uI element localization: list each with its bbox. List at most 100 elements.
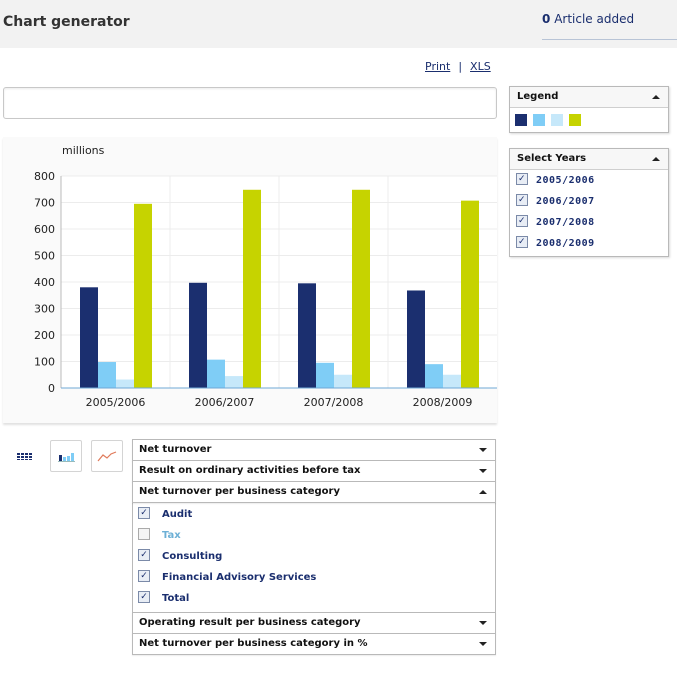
top-bar: Chart generator 0 Article added — [0, 0, 677, 48]
article-count: 0 — [542, 12, 551, 26]
print-link[interactable]: Print — [425, 60, 451, 73]
bar — [116, 379, 134, 388]
legend-swatches — [510, 108, 668, 130]
year-option[interactable]: ✓ 2006/2007 — [510, 191, 668, 212]
accordion-header-operating-result[interactable]: Operating result per business category — [132, 612, 496, 634]
y-axis-unit: millions — [62, 144, 105, 157]
category-option[interactable]: ✓ Audit — [133, 504, 495, 525]
bar — [207, 359, 225, 388]
category-option[interactable]: ✓ Total — [133, 588, 495, 609]
accordion-header-turnover-per-category[interactable]: Net turnover per business category — [132, 481, 496, 503]
accordion-header-result-ordinary[interactable]: Result on ordinary activities before tax — [132, 460, 496, 482]
article-text: Article added — [554, 12, 635, 26]
accordion-header-label: Result on ordinary activities before tax — [139, 465, 361, 476]
year-checkbox[interactable]: ✓ — [516, 215, 528, 227]
category-label: Consulting — [162, 551, 223, 562]
collapse-icon — [652, 157, 660, 161]
expand-icon — [479, 469, 487, 473]
bar — [298, 283, 316, 388]
year-option[interactable]: ✓ 2005/2006 — [510, 170, 668, 191]
category-option[interactable]: ✓ Consulting — [133, 546, 495, 567]
accordion-body: ✓ Audit ✓ Tax ✓ Consulting ✓ Financial Advisory… — [132, 503, 496, 613]
bar-chart-view-button[interactable] — [50, 440, 82, 472]
line-chart-view-icon — [97, 451, 117, 462]
year-checkbox[interactable]: ✓ — [516, 173, 528, 185]
x-tick-label: 2008/2009 — [413, 396, 473, 409]
category-checkbox[interactable]: ✓ — [138, 591, 150, 603]
category-label: Tax — [162, 530, 181, 541]
bar — [407, 290, 425, 388]
year-label: 2005/2006 — [536, 175, 595, 186]
legend-header[interactable]: Legend — [510, 87, 668, 108]
accordion-header-label: Operating result per business category — [139, 617, 361, 628]
chart-title-input[interactable] — [3, 87, 497, 119]
category-option[interactable]: ✓ Tax — [133, 525, 495, 546]
bar — [334, 374, 352, 388]
select-years-panel: Select Years ✓ 2005/2006 ✓ 2006/2007 ✓ 2007/2… — [509, 148, 669, 257]
bar — [352, 189, 370, 388]
bar — [243, 189, 261, 388]
year-option[interactable]: ✓ 2007/2008 — [510, 212, 668, 233]
year-label: 2006/2007 — [536, 196, 595, 207]
year-checkbox[interactable]: ✓ — [516, 236, 528, 248]
category-checkbox[interactable]: ✓ — [138, 549, 150, 561]
legend-swatch — [569, 114, 581, 126]
table-view-button[interactable] — [9, 440, 41, 472]
category-label: Financial Advisory Services — [162, 572, 317, 583]
bar-chart: 0 100 200 300 400 500 600 700 800 2005/2006 2006/2… — [34, 170, 497, 409]
article-counter[interactable]: 0 Article added — [542, 12, 634, 26]
x-tick-label: 2005/2006 — [86, 396, 146, 409]
accordion-header-label: Net turnover per business category in % — [139, 638, 368, 649]
expand-icon — [479, 642, 487, 646]
expand-icon — [479, 448, 487, 452]
data-selection-accordion: Net turnover Result on ordinary activiti… — [132, 439, 496, 655]
expand-icon — [479, 621, 487, 625]
y-tick-label: 800 — [34, 170, 55, 183]
article-divider — [542, 39, 677, 40]
year-checkbox[interactable]: ✓ — [516, 194, 528, 206]
y-tick-label: 500 — [34, 250, 55, 263]
x-tick-label: 2007/2008 — [304, 396, 364, 409]
export-actions: Print | XLS — [425, 60, 491, 73]
collapse-icon — [479, 490, 487, 494]
bar — [189, 282, 207, 388]
category-checkbox[interactable]: ✓ — [138, 507, 150, 519]
select-years-title: Select Years — [517, 153, 587, 164]
years-list: ✓ 2005/2006 ✓ 2006/2007 ✓ 2007/2008 ✓ 2008/2009 — [510, 170, 668, 254]
page-title: Chart generator — [3, 14, 130, 30]
y-tick-label: 400 — [34, 276, 55, 289]
bar — [80, 287, 98, 388]
y-tick-label: 300 — [34, 303, 55, 316]
category-option[interactable]: ✓ Financial Advisory Services — [133, 567, 495, 588]
accordion-header-label: Net turnover — [139, 444, 212, 455]
category-checkbox[interactable]: ✓ — [138, 528, 150, 540]
bar — [461, 200, 479, 388]
accordion-header-label: Net turnover per business category — [139, 486, 340, 497]
year-label: 2008/2009 — [536, 238, 595, 249]
accordion-header-net-turnover[interactable]: Net turnover — [132, 439, 496, 461]
category-checkbox[interactable]: ✓ — [138, 570, 150, 582]
chart-area: millions 0 100 200 300 400 500 600 700 800 2005/2… — [3, 137, 497, 423]
legend-panel: Legend — [509, 86, 669, 133]
x-tick-label: 2006/2007 — [195, 396, 255, 409]
y-tick-label: 0 — [48, 382, 55, 395]
legend-swatch — [551, 114, 563, 126]
bar — [443, 374, 461, 388]
bar — [134, 203, 152, 388]
xls-link[interactable]: XLS — [470, 60, 491, 73]
bar — [425, 364, 443, 388]
bar — [98, 362, 116, 388]
bar — [316, 362, 334, 388]
table-view-icon — [17, 453, 32, 460]
line-chart-view-button[interactable] — [91, 440, 123, 472]
bar-chart-view-icon — [58, 453, 75, 462]
y-tick-label: 700 — [34, 197, 55, 210]
collapse-icon — [652, 95, 660, 99]
accordion-header-turnover-percent[interactable]: Net turnover per business category in % — [132, 633, 496, 655]
y-tick-label: 200 — [34, 329, 55, 342]
legend-swatch — [515, 114, 527, 126]
action-separator: | — [458, 60, 463, 73]
y-tick-label: 100 — [34, 356, 55, 369]
year-option[interactable]: ✓ 2008/2009 — [510, 233, 668, 254]
select-years-header[interactable]: Select Years — [510, 149, 668, 170]
